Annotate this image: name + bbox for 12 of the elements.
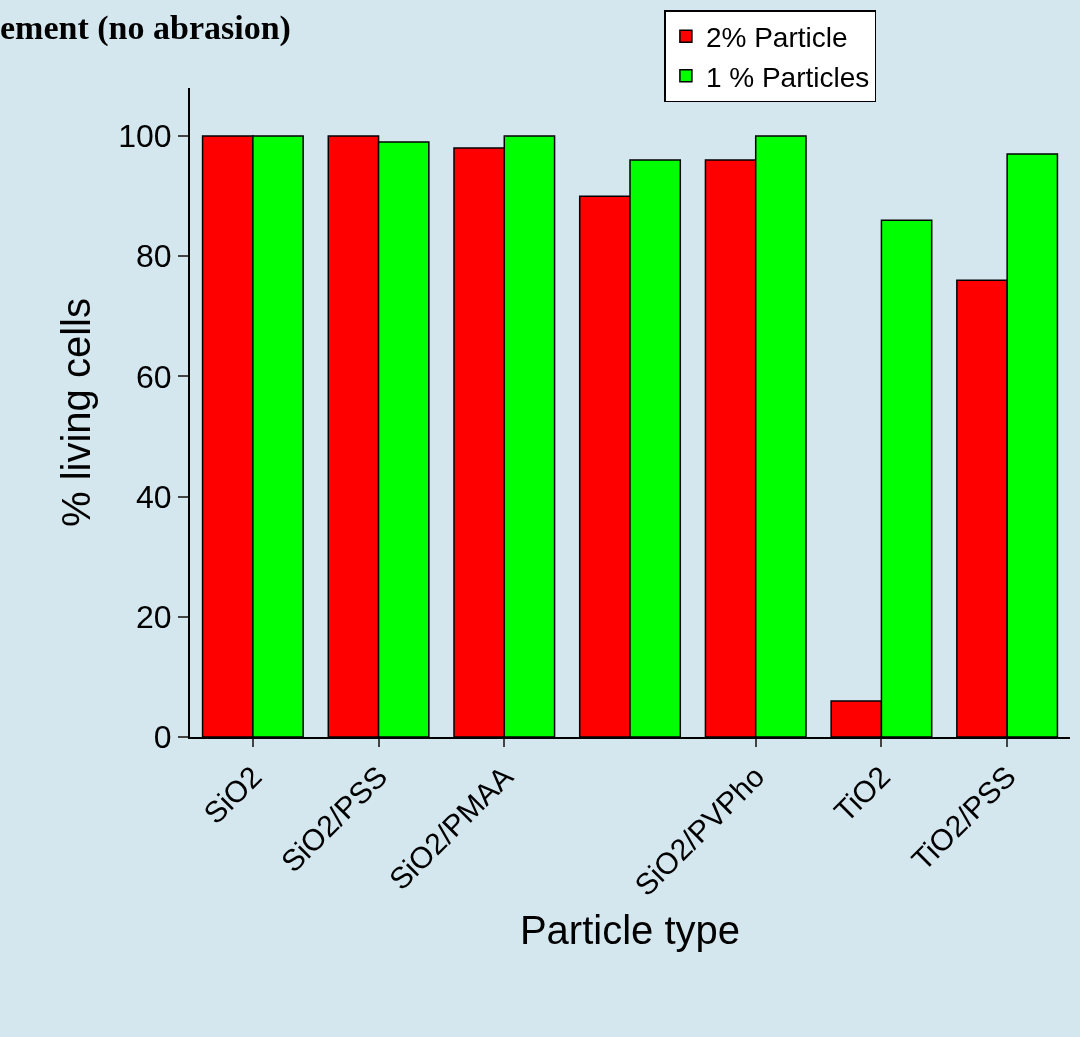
y-tick-label: 20: [136, 599, 172, 636]
y-tick-label: 60: [136, 358, 172, 395]
y-axis-title: % living cells: [54, 298, 99, 527]
y-tick-label: 80: [136, 238, 172, 275]
y-tick-label: 40: [136, 478, 172, 515]
legend-label: 1 % Particles: [705, 61, 870, 93]
y-tick-label: 100: [118, 118, 172, 155]
x-axis-title: Particle type: [519, 907, 741, 952]
x-tick-label: TiO2: [827, 759, 897, 829]
legend-label: 2% Particle: [705, 22, 848, 54]
chart-title: ement (no abrasion): [0, 9, 291, 48]
y-tick-label: 0: [153, 719, 172, 756]
